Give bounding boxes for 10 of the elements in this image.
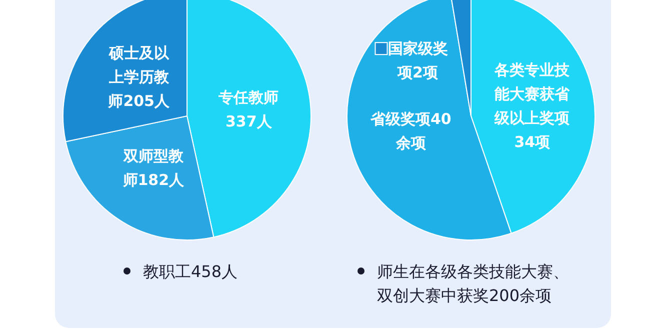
text: 师生在各级各类技能大赛、双创大赛中获奖200余项 (377, 262, 569, 304)
slice-label: 各类专业技能大赛获省级以上奖项 (494, 60, 571, 127)
slice-label: 专任教师 (218, 88, 279, 106)
data-label: 34项 (514, 132, 552, 151)
slice-label: 硕士及以上学历教师205人 (107, 44, 170, 110)
text: 教职工458人 (143, 262, 238, 280)
legend-label: 国家级奖项2项 (388, 40, 448, 82)
slice-label: 省级奖项40余项 (369, 110, 452, 152)
data-label: 337人 (225, 112, 273, 130)
slice-label: 双师型教师182人 (122, 147, 186, 190)
